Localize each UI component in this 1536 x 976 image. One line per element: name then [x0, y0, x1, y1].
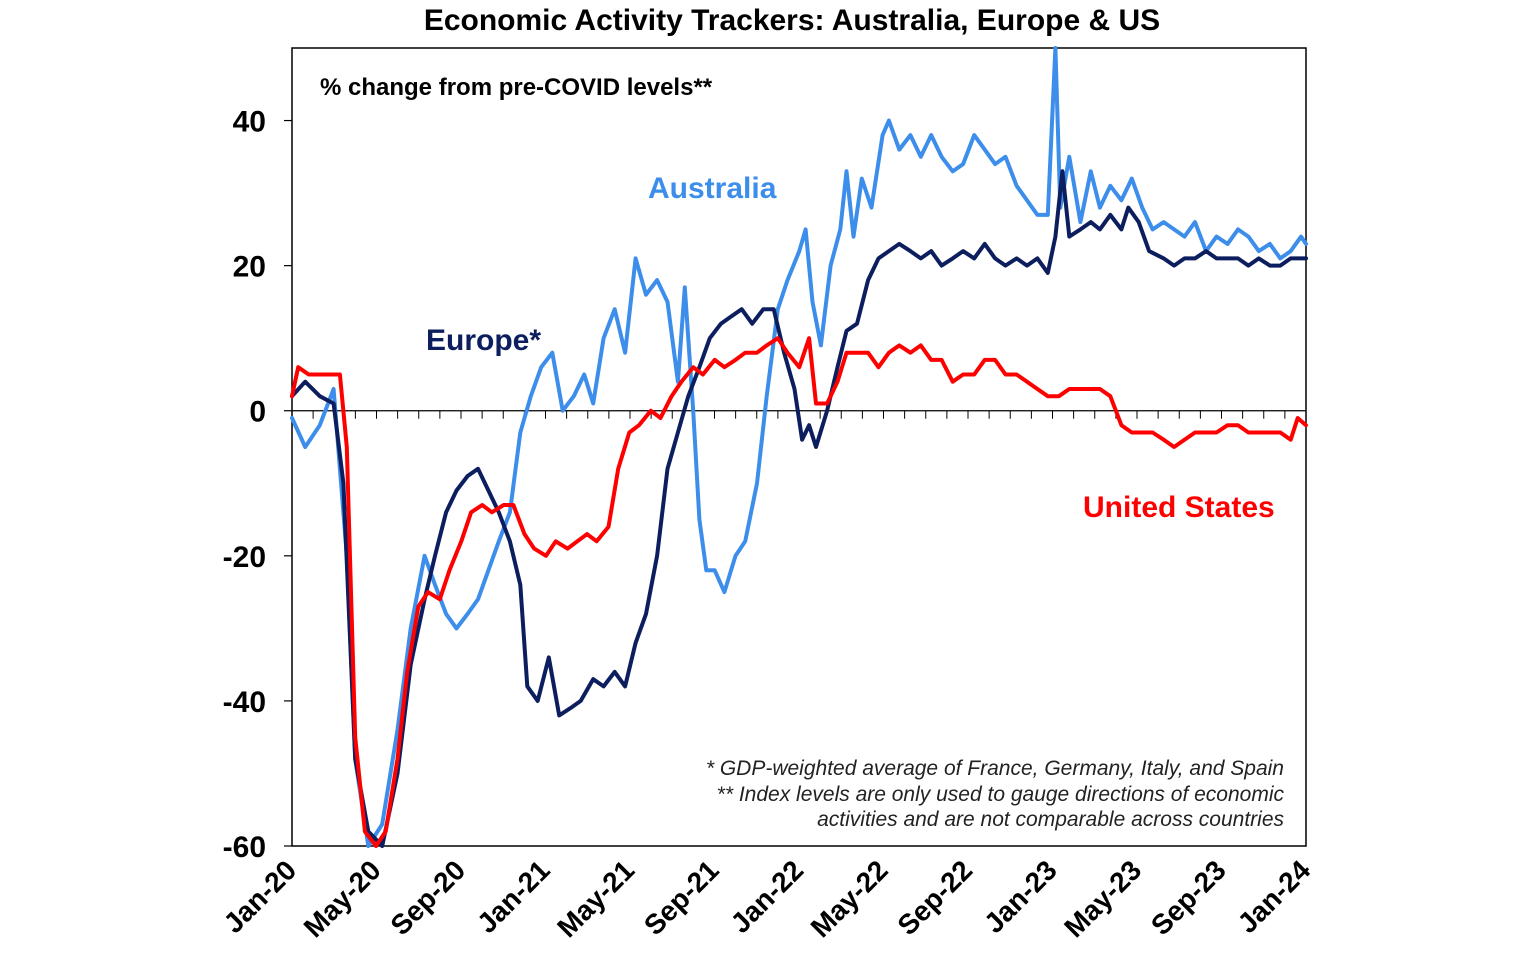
- plot-area-border: [291, 47, 1307, 847]
- x-tick-label: May-23: [1058, 854, 1147, 943]
- y-tick-label: 0: [249, 396, 266, 429]
- series-lines: [290, 46, 1308, 848]
- series-label-europe: Europe*: [426, 324, 541, 357]
- x-tick-label: Sep-20: [384, 854, 471, 941]
- y-tick-label: -20: [223, 541, 266, 574]
- series-label-australia: Australia: [648, 172, 777, 205]
- x-tick-label: Sep-22: [891, 854, 978, 941]
- x-tick-label: Jan-23: [978, 854, 1063, 939]
- series-label-united-states: United States: [1083, 491, 1275, 524]
- series-line-europe: [290, 169, 1308, 848]
- x-tick-label: Jan-21: [471, 854, 556, 939]
- series-line-united-states: [290, 336, 1308, 848]
- footnote-index-2: activities and are not comparable across…: [817, 808, 1284, 831]
- x-tick-label: Sep-23: [1145, 854, 1232, 941]
- series-line-australia: [290, 46, 1308, 848]
- x-tick-label: Sep-21: [638, 854, 725, 941]
- x-tick-label: May-22: [805, 854, 894, 943]
- x-tick-label: Jan-22: [725, 854, 810, 939]
- y-axis: 40 20 0 -20 -40 -60: [223, 106, 292, 864]
- chart-subtitle: % change from pre-COVID levels**: [320, 74, 713, 101]
- y-tick-label: 20: [233, 251, 266, 284]
- x-tick-label: Jan-24: [1232, 854, 1317, 939]
- footnote-europe: * GDP-weighted average of France, German…: [706, 757, 1284, 780]
- y-tick-label: -60: [223, 831, 266, 864]
- chart-title: Economic Activity Trackers: Australia, E…: [424, 4, 1160, 37]
- x-tick-label: Jan-20: [218, 854, 303, 939]
- y-tick-label: -40: [223, 686, 266, 719]
- y-tick-label: 40: [233, 106, 266, 139]
- x-tick-label: May-20: [298, 854, 387, 943]
- x-tick-label: May-21: [551, 854, 640, 943]
- footnote-index-1: ** Index levels are only used to gauge d…: [717, 783, 1285, 806]
